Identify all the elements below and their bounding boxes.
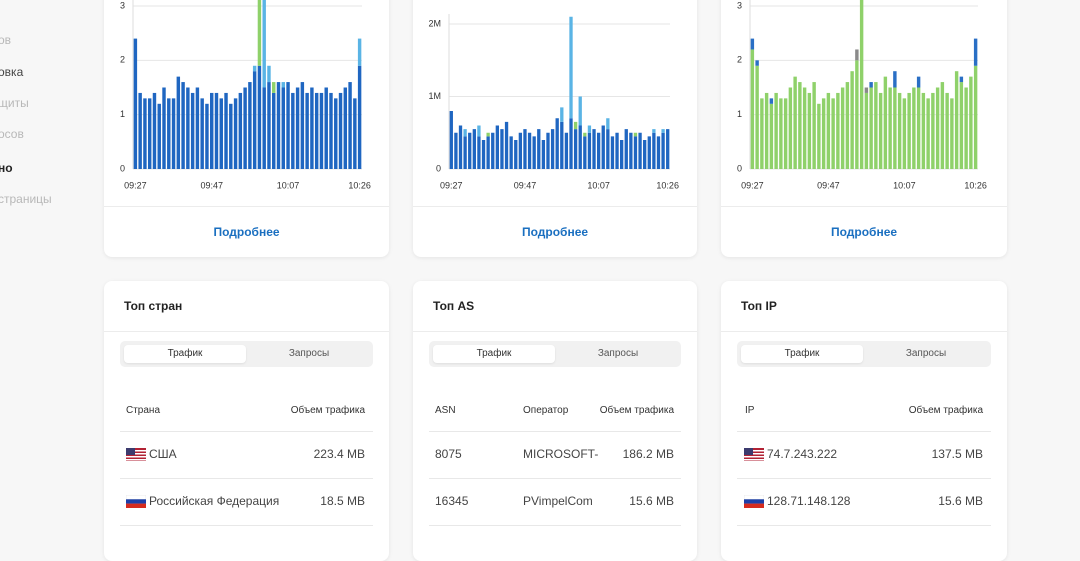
table-card: Топ IP Трафик Запросы IP Объем трафика 74… <box>721 281 1007 561</box>
cell: 74.7.243.222 <box>767 447 838 461</box>
card-title: Топ AS <box>433 299 475 313</box>
menu-item[interactable]: овка <box>0 65 24 79</box>
row-line <box>429 478 681 479</box>
tab[interactable]: Запросы <box>288 348 330 359</box>
row-line <box>120 431 373 432</box>
row-line <box>120 478 373 479</box>
cell: 8075 <box>435 447 462 461</box>
row-line <box>737 478 991 479</box>
chart-card: Подробнее <box>413 0 697 257</box>
column-header: Страна <box>126 405 161 416</box>
cell: 128.71.148.128 <box>767 494 851 508</box>
cell: 137.5 MB <box>931 447 983 461</box>
tab[interactable]: Трафик <box>124 345 246 363</box>
menu-item[interactable]: но <box>0 161 13 175</box>
column-header: Оператор <box>523 405 569 416</box>
cell: США <box>149 447 177 461</box>
column-header: IP <box>745 405 755 416</box>
tabs: Трафик Запросы <box>429 341 681 367</box>
row-line <box>737 525 991 526</box>
menu-item[interactable]: осов <box>0 127 24 141</box>
chart-card: Подробнее <box>104 0 389 257</box>
card-title: Топ стран <box>124 299 183 313</box>
cell: 18.5 MB <box>320 494 365 508</box>
cell: 15.6 MB <box>938 494 983 508</box>
card-title: Топ IP <box>741 299 777 313</box>
row-line <box>737 431 991 432</box>
cell: Российская Федерация <box>149 494 280 508</box>
cell: PVimpelCom <box>523 494 593 508</box>
flag-us <box>744 448 764 461</box>
flag-us <box>126 448 146 461</box>
cell: 16345 <box>435 494 469 508</box>
column-header: Объем трафика <box>908 405 983 416</box>
cell: 15.6 MB <box>629 494 674 508</box>
column-header: Объем трафика <box>599 405 674 416</box>
divider <box>104 331 389 332</box>
menu-item[interactable]: щиты <box>0 96 29 110</box>
table-card: Топ AS Трафик Запросы ASN Оператор Объем … <box>413 281 697 561</box>
menu-item[interactable]: страницы <box>0 192 52 206</box>
cell: 186.2 MB <box>622 447 674 461</box>
divider <box>104 206 389 207</box>
table-card: Топ стран Трафик Запросы Страна Объем тра… <box>104 281 389 561</box>
tab[interactable]: Трафик <box>741 345 863 363</box>
details-link[interactable]: Подробнее <box>521 225 589 239</box>
tab[interactable]: Запросы <box>905 348 947 359</box>
flag-ru <box>744 495 764 508</box>
tabs: Трафик Запросы <box>737 341 991 367</box>
cell: 223.4 MB <box>313 447 365 461</box>
divider <box>721 206 1007 207</box>
flag-ru <box>126 495 146 508</box>
tab[interactable]: Трафик <box>433 345 555 363</box>
column-header: ASN <box>435 405 456 416</box>
cell: MICROSOFT- <box>523 447 599 461</box>
tabs: Трафик Запросы <box>120 341 373 367</box>
row-line <box>429 431 681 432</box>
page: ов овка щиты осов но страницы Подробнее … <box>0 0 1007 526</box>
tab[interactable]: Запросы <box>597 348 639 359</box>
divider <box>721 331 1007 332</box>
details-link[interactable]: Подробнее <box>830 225 898 239</box>
column-header: Объем трафика <box>290 405 365 416</box>
row-line <box>120 525 373 526</box>
menu-item[interactable]: ов <box>0 33 12 47</box>
divider <box>413 331 697 332</box>
chart-card: Подробнее <box>721 0 1007 257</box>
details-link[interactable]: Подробнее <box>213 225 280 239</box>
divider <box>413 206 697 207</box>
row-line <box>429 525 681 526</box>
